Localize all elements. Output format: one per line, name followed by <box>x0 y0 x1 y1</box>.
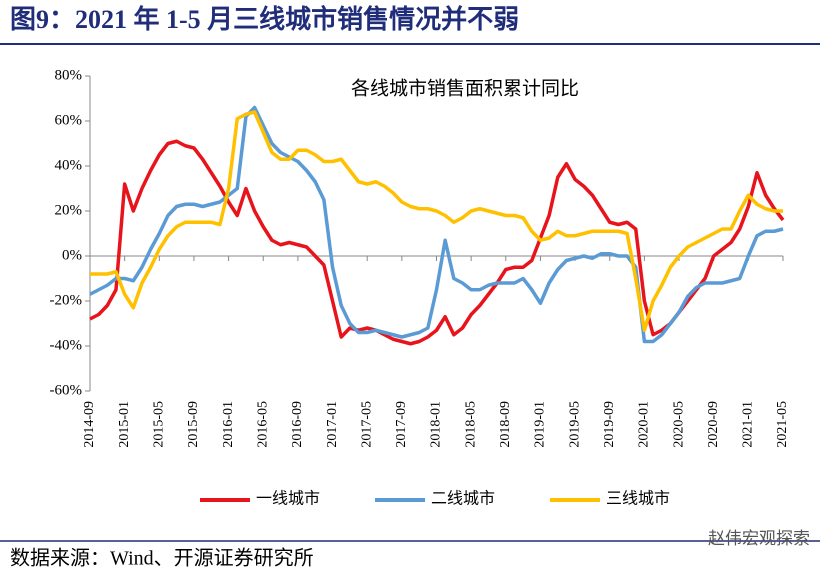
x-tick-label: 2018-05 <box>463 401 478 448</box>
y-tick-label: 0% <box>62 247 82 263</box>
y-tick-label: -20% <box>50 292 83 308</box>
x-tick-label: 2018-01 <box>429 401 444 448</box>
x-tick-label: 2016-01 <box>221 401 236 448</box>
x-tick-label: 2015-09 <box>186 401 201 448</box>
chart-title: 图9：2021 年 1-5 月三线城市销售情况并不弱 <box>10 4 519 34</box>
x-tick-label: 2017-01 <box>325 401 340 448</box>
x-tick-label: 2020-09 <box>706 401 721 448</box>
x-tick-label: 2019-09 <box>602 401 617 448</box>
y-tick-label: -60% <box>50 382 83 398</box>
source: 数据来源：Wind、开源证券研究所 <box>10 547 314 570</box>
x-tick-label: 2019-01 <box>533 401 548 448</box>
watermark: 赵伟宏观探索 <box>708 529 810 548</box>
x-tick-label: 2017-05 <box>359 401 374 448</box>
x-tick-label: 2014-09 <box>82 401 97 448</box>
x-tick-label: 2016-05 <box>255 401 270 448</box>
x-tick-label: 2015-01 <box>117 401 132 448</box>
x-tick-label: 2020-01 <box>637 401 652 448</box>
plot: -60% -40% -20% 0% 20% 40% 60% 80% 2014-09 2015-01… <box>50 67 791 507</box>
x-tick-label: 2017-09 <box>394 401 409 448</box>
legend-label: 二线城市 <box>431 490 495 508</box>
x-tick-label: 2016-09 <box>290 401 305 448</box>
x-tick-label: 2020-05 <box>671 401 686 448</box>
x-tick-label: 2019-05 <box>567 401 582 448</box>
x-tick-label: 2018-09 <box>498 401 513 448</box>
x-tick-label: 2021-01 <box>741 401 756 448</box>
y-tick-label: -40% <box>50 337 83 353</box>
y-tick-label: 60% <box>55 112 83 128</box>
x-tick-label: 2021-05 <box>775 401 790 448</box>
y-tick-label: 20% <box>55 202 83 218</box>
legend-label: 三线城市 <box>606 490 670 508</box>
series-line <box>89 105 784 344</box>
legend-label: 一线城市 <box>256 490 320 508</box>
y-tick-label: 80% <box>55 67 83 83</box>
y-tick-label: 40% <box>55 157 83 173</box>
x-tick-label: 2015-05 <box>152 401 167 448</box>
chart-subtitle: 各线城市销售面积累计同比 <box>351 77 579 99</box>
series-line <box>90 110 783 332</box>
